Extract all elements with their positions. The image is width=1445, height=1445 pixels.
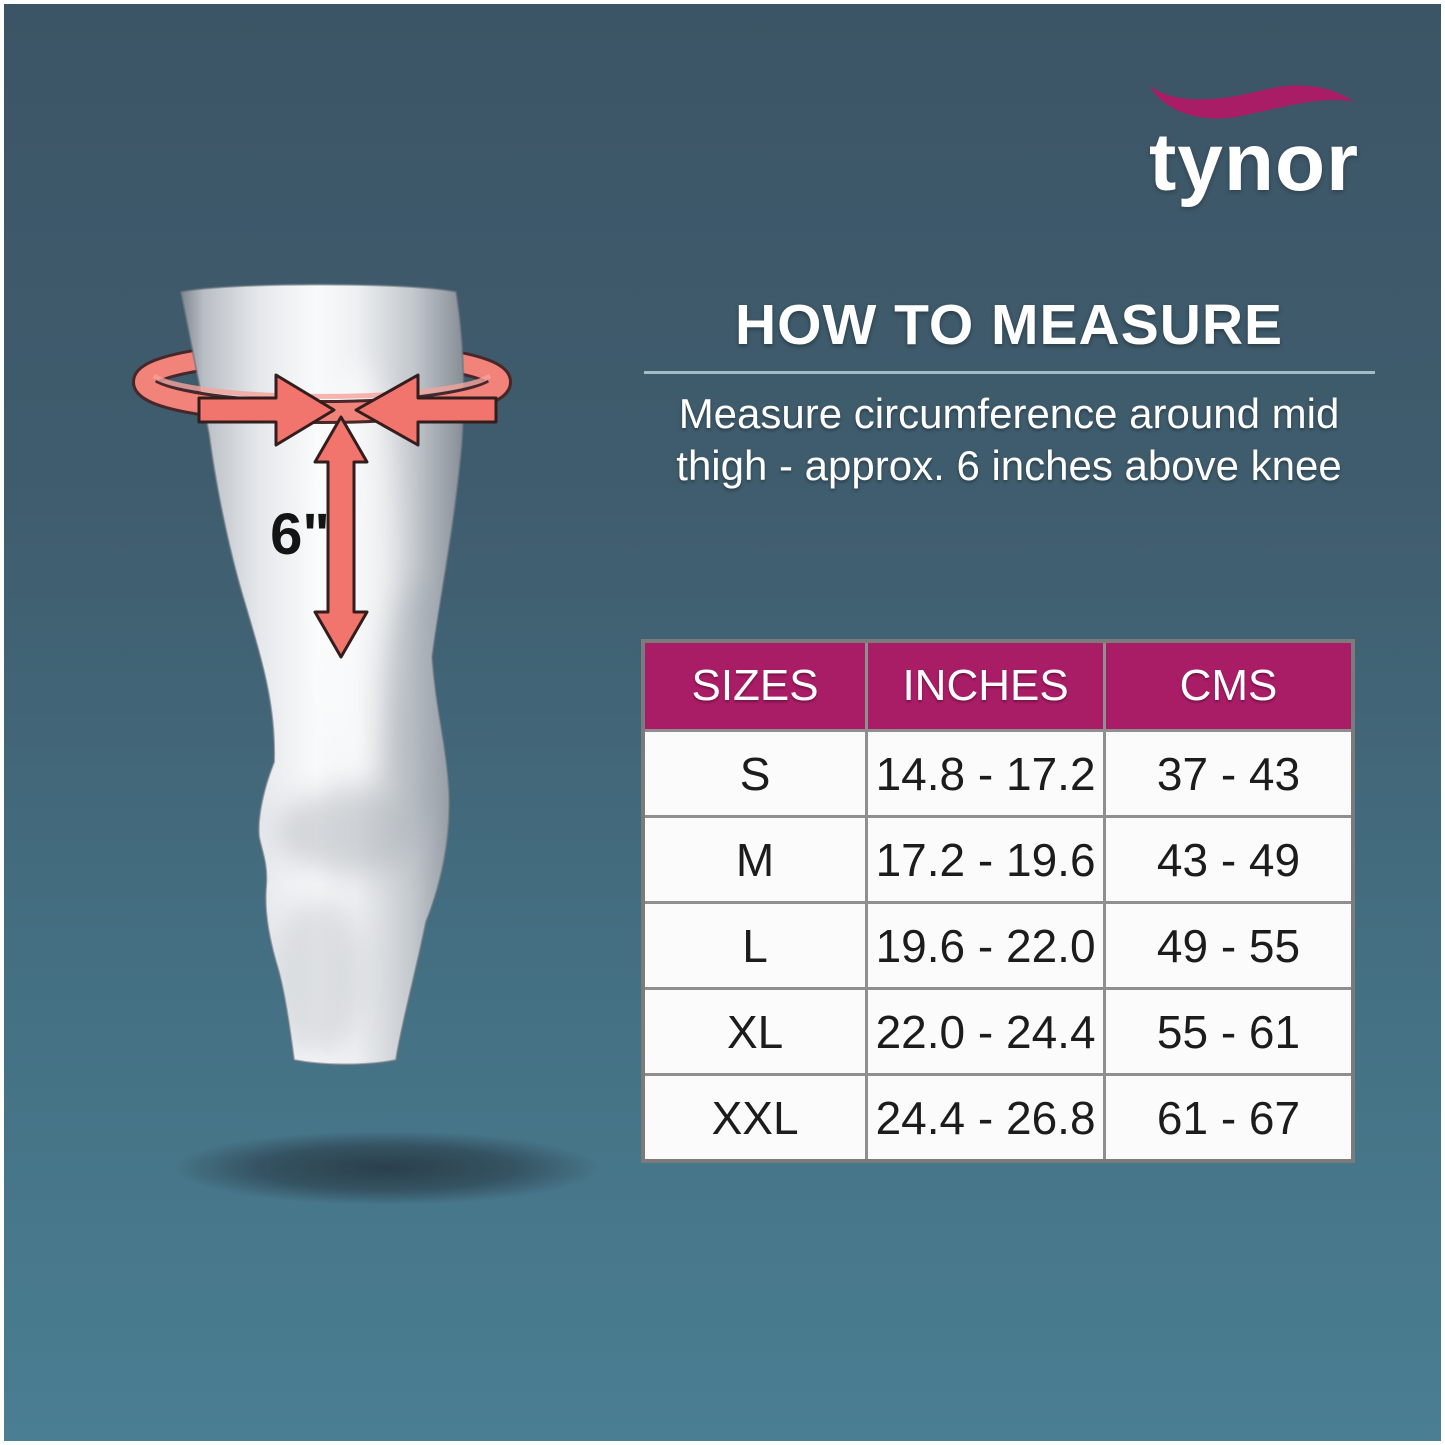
brand-logo: tynor: [1069, 58, 1359, 204]
page-title: HOW TO MEASURE: [734, 293, 1284, 357]
cell-inches: 24.4 - 26.8: [865, 1073, 1106, 1163]
column-header-cms: CMS: [1102, 639, 1355, 732]
instructions-line-2: thigh - approx. 6 inches above knee: [676, 442, 1342, 489]
cell-cms: 43 - 49: [1102, 815, 1355, 904]
cell-size: XL: [641, 987, 869, 1076]
cell-inches: 14.8 - 17.2: [865, 729, 1106, 818]
cell-inches: 19.6 - 22.0: [865, 901, 1106, 990]
cell-size: S: [641, 729, 869, 818]
size-table: SIZES INCHES CMS S 14.8 - 17.2 37 - 43 M 17.2 …: [641, 639, 1355, 1163]
size-row-l: L 19.6 - 22.0 49 - 55: [641, 901, 1355, 990]
column-header-sizes: SIZES: [641, 639, 869, 732]
cell-size: XXL: [641, 1073, 869, 1163]
instructions-line-1: Measure circumference around mid: [678, 390, 1340, 437]
title-divider: [644, 371, 1375, 374]
circumference-arrows: [197, 373, 498, 659]
cell-size: L: [641, 901, 869, 990]
size-row-xl: XL 22.0 - 24.4 55 - 61: [641, 987, 1355, 1076]
cell-inches: 17.2 - 19.6: [865, 815, 1106, 904]
size-row-xxl: XXL 24.4 - 26.8 61 - 67: [641, 1073, 1355, 1163]
size-table-body: S 14.8 - 17.2 37 - 43 M 17.2 - 19.6 43 - 49 L 1…: [641, 729, 1355, 1163]
cell-cms: 55 - 61: [1102, 987, 1355, 1076]
floor-shadow: [173, 1131, 599, 1205]
leg-measurement-diagram: 6": [124, 272, 624, 1224]
size-row-s: S 14.8 - 17.2 37 - 43: [641, 729, 1355, 818]
size-row-m: M 17.2 - 19.6 43 - 49: [641, 815, 1355, 904]
leg-illustration: 6": [132, 283, 599, 1205]
logo-swoosh-icon: [1149, 85, 1354, 119]
cell-cms: 37 - 43: [1102, 729, 1355, 818]
cell-cms: 61 - 67: [1102, 1073, 1355, 1163]
column-header-inches: INCHES: [865, 639, 1106, 732]
size-table-header-row: SIZES INCHES CMS: [641, 639, 1355, 732]
brand-name: tynor: [1149, 117, 1359, 208]
cell-inches: 22.0 - 24.4: [865, 987, 1106, 1076]
measure-instructions: Measure circumference around mid thigh -…: [612, 388, 1406, 492]
six-inch-label: 6": [270, 502, 330, 567]
cell-cms: 49 - 55: [1102, 901, 1355, 990]
cell-size: M: [641, 815, 869, 904]
